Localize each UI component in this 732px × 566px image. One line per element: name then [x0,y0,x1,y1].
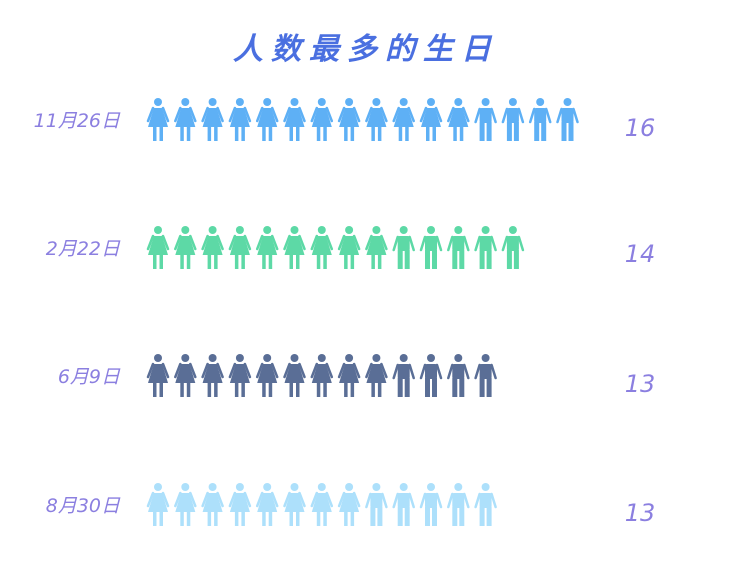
male-icon [392,226,415,269]
male-icon [474,98,497,141]
female-icon [419,98,443,141]
female-icon [365,226,388,269]
male-icon [447,354,470,397]
category-label: 8月30日 [46,495,121,517]
male-icon [392,354,415,397]
male-icon [556,98,579,141]
female-icon [283,354,306,397]
female-icon [283,226,306,269]
value-label: 13 [625,499,656,527]
female-icon [283,483,306,526]
female-icon [201,483,224,526]
value-label: 16 [625,114,656,142]
female-icon [174,483,197,526]
male-icon [447,483,470,526]
female-icon [365,98,388,141]
female-icon [146,483,170,526]
female-icon [310,483,334,526]
female-icon [392,98,415,141]
male-icon [501,226,525,269]
female-icon [255,354,279,397]
chart-title: 人数最多的生日 [233,32,499,67]
female-icon [228,483,252,526]
female-icon [310,98,334,141]
female-icon [255,226,279,269]
male-icon [474,354,497,397]
value-label: 14 [625,240,656,268]
male-icon [392,483,415,526]
male-icon [419,483,443,526]
female-icon [365,354,388,397]
female-icon [146,226,170,269]
category-label: 2月22日 [46,238,121,260]
female-icon [174,226,197,269]
male-icon [474,226,497,269]
female-icon [228,354,252,397]
category-label: 11月26日 [34,110,121,132]
male-icon [501,98,525,141]
female-icon [255,483,279,526]
female-icon [255,98,279,141]
male-icon [365,483,388,526]
value-label: 13 [625,370,656,398]
female-icon [228,226,252,269]
female-icon [174,98,197,141]
female-icon [146,354,170,397]
male-icon [419,354,443,397]
female-icon [201,354,224,397]
female-icon [146,98,170,141]
male-icon [474,483,497,526]
female-icon [174,354,197,397]
category-label: 6月9日 [58,366,121,388]
female-icon [283,98,306,141]
female-icon [337,354,361,397]
female-icon [310,226,334,269]
female-icon [228,98,252,141]
female-icon [310,354,334,397]
male-icon [419,226,443,269]
female-icon [337,98,361,141]
female-icon [201,98,224,141]
female-icon [201,226,224,269]
male-icon [447,226,470,269]
female-icon [337,226,361,269]
female-icon [447,98,470,141]
male-icon [528,98,552,141]
female-icon [337,483,361,526]
